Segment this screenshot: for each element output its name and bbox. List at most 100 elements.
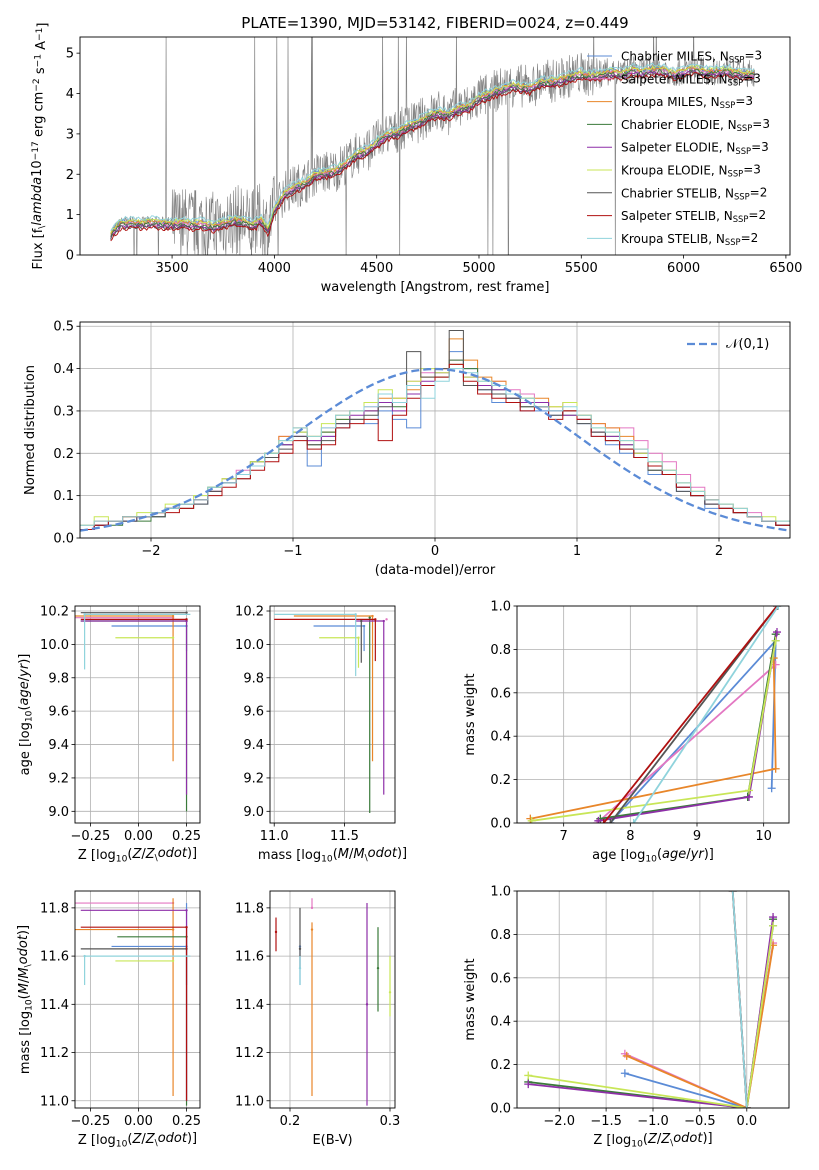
z_mass-point-8	[83, 954, 86, 958]
residuals-xtick-label: 2	[715, 544, 723, 559]
mass_age-ytick-label: 9.6	[243, 705, 264, 720]
ebv_mass-point-7	[274, 930, 278, 934]
z_age-xlabel: Z [log10(Z/Z\odot)]	[78, 846, 197, 864]
age_weight-marker-8	[629, 819, 638, 823]
mass_age-ytick-label: 9.2	[243, 771, 264, 786]
z_age-xtick-label: −0.25	[70, 829, 110, 844]
normal-legend-label: 𝒩(0,1)	[726, 337, 769, 352]
legend-label-6: Chabrier STELIB, NSSP=2	[621, 185, 767, 201]
z_age-ytick-label: 10.0	[40, 638, 69, 653]
z_weight-xtick-label: −1.5	[590, 1114, 622, 1129]
age_weight-marker-7	[599, 819, 608, 823]
z_weight-line-5	[528, 925, 774, 1108]
z_age-ylabel: age [log10(age/yr)]	[17, 654, 34, 776]
observed-spectrum-line	[110, 37, 756, 255]
age_weight-ytick-label: 0.8	[490, 643, 511, 658]
spectrum-ylabel: Flux [f\lambda10−17 erg cm−2 s−1 A−1]	[30, 22, 50, 269]
residuals-ylabel: Normed distribution	[23, 365, 38, 495]
mass_age-point-8	[354, 613, 357, 616]
ebv_mass-xtick-label: 0.3	[380, 1114, 401, 1129]
age_weight-xlabel: age [log10(age/yr)]	[592, 847, 714, 864]
z_weight-xtick-label: 0.0	[736, 1114, 757, 1129]
ebv_mass-point-3	[376, 966, 380, 970]
z_weight-line-8	[731, 891, 748, 1108]
age_weight-xtick-label: 7	[560, 829, 568, 844]
mass_age-background	[270, 606, 395, 823]
z_age-xtick-label: 0.00	[124, 829, 153, 844]
ebv_mass-xtick-label: 0.2	[280, 1114, 301, 1129]
spectrum-xtick-label: 4000	[258, 261, 291, 276]
age_weight-line-8	[632, 606, 780, 823]
z_age-axes: −0.25 0.00 0.25 9.0 9.2 9.4 9.6 9.8 10.0 10.2	[40, 605, 201, 844]
z_age-plot-area	[75, 611, 191, 812]
age_weight-marker-2	[771, 764, 780, 773]
z_age-background	[75, 606, 200, 823]
age_weight-marker-5	[745, 786, 753, 795]
spectrum-xtick-label: 3500	[156, 261, 189, 276]
age_weight-marker-5	[527, 816, 536, 823]
z_mass-xlabel: Z [log10(Z/Z\odot)]	[78, 1131, 197, 1149]
residuals-ytick-label: 0.0	[53, 532, 74, 547]
legend-label-5: Kroupa ELODIE, NSSP=3	[621, 163, 761, 179]
mass_age-point-3	[368, 616, 371, 619]
z_weight-frame	[516, 890, 790, 1109]
legend-label-3: Chabrier ELODIE, NSSP=3	[621, 117, 770, 133]
ebv_mass-point-4	[365, 1003, 369, 1006]
spectrum-ytick-label: 1	[66, 208, 74, 223]
z_age-ytick-label: 10.2	[40, 605, 69, 620]
normal-curve	[80, 367, 790, 532]
mass_age-ytick-label: 9.0	[243, 805, 264, 820]
mass_age-frame	[269, 605, 396, 824]
z_mass-xtick-label: 0.25	[172, 1114, 201, 1129]
z_mass-point-7	[185, 925, 188, 929]
residuals-ytick-label: 0.4	[53, 362, 74, 377]
z_mass-point-2	[171, 928, 175, 931]
mass_age-point-4	[382, 619, 385, 623]
residuals-xlabel: (data-model)/error	[375, 563, 496, 578]
spectrum-ytick-label: 2	[66, 168, 74, 183]
mass_age-ytick-label: 9.4	[243, 738, 264, 753]
z_age-ytick-label: 9.6	[48, 705, 69, 720]
age_weight-xtick-label: 8	[626, 829, 634, 844]
legend-label-7: Salpeter STELIB, NSSP=2	[621, 208, 766, 224]
z_mass-plot-area	[75, 898, 191, 1106]
age_weight-background	[517, 606, 789, 823]
residuals-plot-area	[80, 330, 790, 538]
z_mass-point-5	[171, 959, 175, 963]
z_age-ytick-label: 9.8	[48, 671, 69, 686]
z_age-point-6	[185, 611, 188, 614]
z_weight-xtick-label: −0.5	[684, 1114, 716, 1129]
residuals-ytick-label: 0.2	[53, 447, 74, 462]
ebv_mass-xlabel: E(B-V)	[312, 1133, 352, 1148]
z_age-point-2	[171, 614, 175, 618]
z_age-point-5	[171, 636, 175, 639]
residuals-xtick-label: −1	[283, 544, 302, 559]
spectrum-frame	[79, 36, 791, 256]
model-line-7	[110, 72, 755, 242]
spectrum-ytick-label: 0	[66, 249, 74, 264]
z_weight-ytick-label: 0.0	[490, 1102, 511, 1117]
z_age-point-4	[185, 619, 188, 623]
z_weight-marker-4	[769, 913, 778, 922]
z_weight-xlabel: Z [log10(Z/Z\odot)]	[593, 1131, 712, 1149]
age_weight-ytick-label: 1.0	[490, 600, 511, 615]
mass_age-point-2	[371, 614, 374, 618]
age_weight-marker-0	[767, 784, 776, 793]
mass_age-plot-area	[274, 613, 388, 813]
spectrum-plot-area	[110, 37, 756, 255]
spectrum-xtick-label: 6000	[667, 261, 700, 276]
z_weight-marker-8	[728, 891, 737, 895]
z_weight-marker-4	[524, 1080, 533, 1089]
age_weight-frame	[516, 605, 790, 824]
z_weight-xtick-label: −1.0	[637, 1114, 669, 1129]
ebv_mass-ytick-label: 11.0	[235, 1094, 264, 1109]
residuals-xtick-label: 1	[573, 544, 581, 559]
z_weight-ytick-label: 0.8	[490, 928, 511, 943]
spectrum-ytick-label: 5	[66, 47, 74, 62]
z_weight-marker-5	[524, 1071, 533, 1080]
mass_age-xtick-label: 11.0	[260, 829, 289, 844]
residuals-xtick-label: 0	[431, 544, 439, 559]
mass_age-ytick-label: 9.8	[243, 671, 264, 686]
z_mass-ytick-label: 11.4	[40, 998, 69, 1013]
